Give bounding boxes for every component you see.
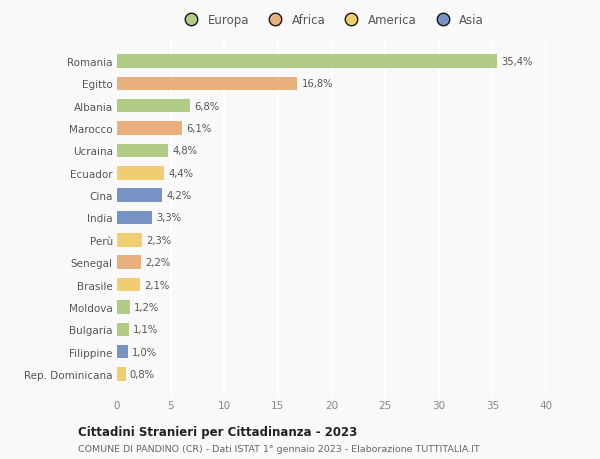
Bar	[117, 189, 162, 202]
Text: COMUNE DI PANDINO (CR) - Dati ISTAT 1° gennaio 2023 - Elaborazione TUTTITALIA.IT: COMUNE DI PANDINO (CR) - Dati ISTAT 1° g…	[78, 444, 480, 453]
Bar	[117, 100, 190, 113]
Bar	[117, 234, 142, 247]
Bar	[117, 301, 130, 314]
Text: 2,1%: 2,1%	[144, 280, 169, 290]
Text: 4,2%: 4,2%	[166, 191, 191, 201]
Bar	[117, 145, 169, 158]
Bar	[117, 55, 497, 69]
Bar	[117, 78, 297, 91]
Text: 1,1%: 1,1%	[133, 325, 158, 335]
Text: 2,2%: 2,2%	[145, 257, 170, 268]
Bar	[117, 367, 125, 381]
Text: 0,8%: 0,8%	[130, 369, 155, 379]
Text: 4,4%: 4,4%	[169, 168, 193, 179]
Text: 2,3%: 2,3%	[146, 235, 171, 245]
Text: 6,1%: 6,1%	[187, 124, 212, 134]
Bar	[117, 345, 128, 358]
Text: 35,4%: 35,4%	[501, 57, 532, 67]
Legend: Europa, Africa, America, Asia: Europa, Africa, America, Asia	[177, 12, 486, 29]
Text: 4,8%: 4,8%	[173, 146, 198, 156]
Text: 1,2%: 1,2%	[134, 302, 160, 312]
Text: 16,8%: 16,8%	[301, 79, 333, 89]
Text: Cittadini Stranieri per Cittadinanza - 2023: Cittadini Stranieri per Cittadinanza - 2…	[78, 425, 357, 438]
Text: 1,0%: 1,0%	[132, 347, 157, 357]
Text: 3,3%: 3,3%	[157, 213, 182, 223]
Bar	[117, 256, 140, 269]
Bar	[117, 122, 182, 135]
Bar	[117, 211, 152, 225]
Text: 6,8%: 6,8%	[194, 101, 220, 112]
Bar	[117, 323, 129, 336]
Bar	[117, 167, 164, 180]
Bar	[117, 278, 140, 291]
